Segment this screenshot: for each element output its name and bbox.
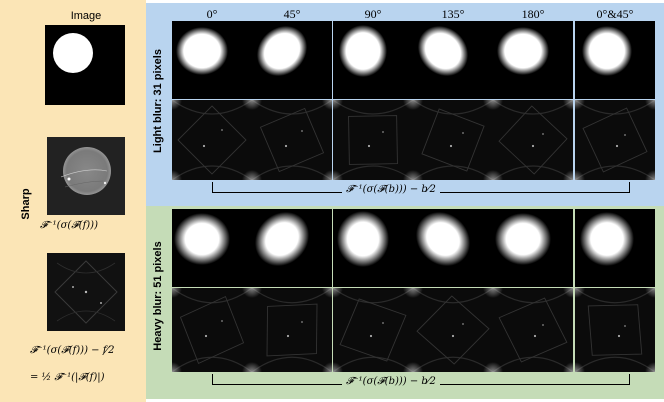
- light-image-tile: [413, 21, 493, 99]
- light-spectrum-tile: [252, 100, 332, 180]
- heavy-formula: 𝓕⁻¹(σ(𝓕(b))) − b⁄2: [342, 376, 440, 387]
- sharp-formula-1: 𝓕⁻¹(σ(𝓕(f))): [40, 220, 98, 231]
- heavy-spectrum-tile: [172, 288, 252, 372]
- heavy-image-tile: [493, 209, 573, 287]
- light-image-tile: [575, 21, 655, 99]
- sharp-formula-2b: = ½ 𝓕⁻¹(|𝓕(f)|): [30, 372, 105, 383]
- column-header-5: 0°&45°: [596, 7, 634, 21]
- heavy-image-tile: [333, 209, 413, 287]
- sharp-formula-2a: 𝓕⁻¹(σ(𝓕(f))) − f⁄2: [30, 345, 115, 356]
- sharp-residual-tile: [47, 253, 125, 331]
- heavy-bracket-left: [212, 374, 213, 384]
- heavy-image-tile: [252, 209, 332, 287]
- heavy-image-tile: [575, 209, 655, 287]
- column-header-2: 90°: [364, 7, 382, 21]
- heavy-image-tile: [172, 209, 252, 287]
- heavy-spectrum-tile: [493, 288, 573, 372]
- column-header-0: 0°: [206, 7, 218, 21]
- light-image-tile: [333, 21, 413, 99]
- heavy-spectrum-tile: [333, 288, 413, 372]
- sharp-row-label: Sharp: [20, 188, 32, 220]
- heavy-spectrum-tile: [575, 288, 655, 372]
- sharp-image-tile: [45, 25, 125, 105]
- sharp-spectrum-tile: [47, 137, 125, 215]
- light-image-tile: [172, 21, 252, 99]
- light-spectrum-tile: [333, 100, 413, 180]
- light-spectrum-tile: [413, 100, 493, 180]
- heavy-spectrum-tile: [413, 288, 493, 372]
- column-header-4: 180°: [521, 7, 545, 21]
- light-spectrum-tile: [172, 100, 252, 180]
- light-bracket-right: [629, 182, 630, 192]
- column-header-3: 135°: [441, 7, 465, 21]
- column-header-1: 45°: [283, 7, 301, 21]
- heavy-image-tile: [413, 209, 493, 287]
- light-formula: 𝓕⁻¹(σ(𝓕(b))) − b⁄2: [342, 184, 440, 195]
- light-blur-label: Light blur: 31 pixels: [152, 49, 164, 153]
- light-bracket-left: [212, 182, 213, 192]
- image-header: Image: [70, 10, 102, 22]
- light-image-tile: [493, 21, 573, 99]
- heavy-blur-label: Heavy blur: 51 pixels: [152, 241, 164, 351]
- light-spectrum-tile: [493, 100, 573, 180]
- heavy-spectrum-tile: [252, 288, 332, 372]
- light-spectrum-tile: [575, 100, 655, 180]
- heavy-bracket-right: [629, 374, 630, 384]
- light-image-tile: [252, 21, 332, 99]
